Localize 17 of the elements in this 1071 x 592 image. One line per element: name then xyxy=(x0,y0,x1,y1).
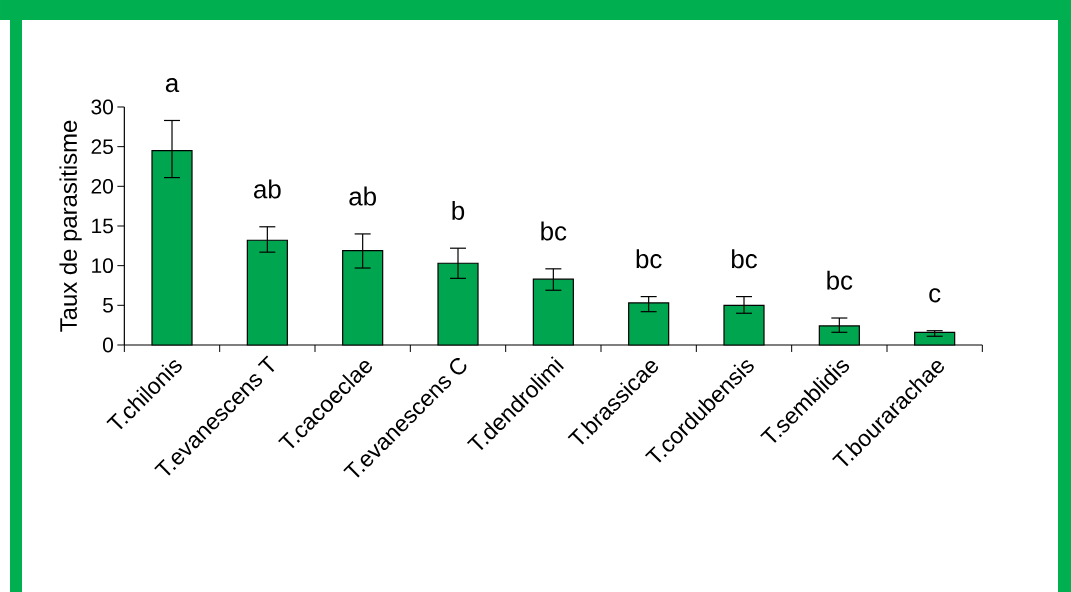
y-tick-label: 5 xyxy=(103,298,113,313)
y-tick-label: 15 xyxy=(92,218,113,234)
annotation: ab xyxy=(254,179,281,199)
annotation: bc xyxy=(636,249,662,269)
y-tick-label: 0 xyxy=(103,337,113,353)
annotation: ab xyxy=(349,186,376,206)
y-axis-title: Taux de parasitisme xyxy=(59,120,82,332)
y-tick-label: 25 xyxy=(91,139,113,155)
annotation: bc xyxy=(827,270,853,290)
y-tick-label: 20 xyxy=(91,178,113,194)
y-tick-label: 30 xyxy=(91,99,113,115)
annotation: bc xyxy=(541,221,567,241)
annotation: b xyxy=(452,200,465,220)
annotation: c xyxy=(929,288,941,303)
text: a xyxy=(165,77,180,93)
y-tick-label: 10 xyxy=(92,258,113,274)
annotation: bc xyxy=(732,249,757,269)
